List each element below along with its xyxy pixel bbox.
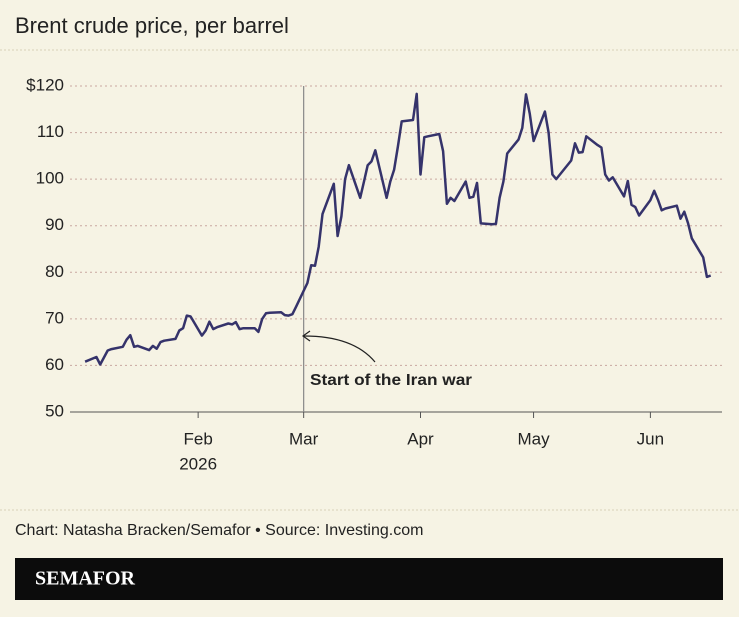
annotation: Start of the Iran war [310, 372, 472, 389]
brand: SEMAFOR [35, 568, 136, 590]
y-tick-label: 70 [45, 308, 64, 327]
brand-bar [15, 558, 723, 600]
y-tick-label: 60 [45, 355, 64, 374]
x-tick-label: Apr [407, 429, 434, 448]
y-tick-label: 90 [45, 215, 64, 234]
chart-title: Brent crude price, per barrel [15, 13, 289, 38]
x-tick-label: Feb [183, 429, 212, 448]
arrow-head [301, 330, 311, 342]
y-tick-label: 50 [45, 401, 64, 420]
y-tick-label: 80 [45, 262, 64, 281]
y-tick-label: 100 [36, 169, 64, 188]
annotation-arrow [303, 335, 376, 363]
x-tick-label: Jun [637, 429, 664, 448]
price-line [84, 92, 712, 366]
x-year-label: 2026 [179, 454, 217, 473]
x-tick-label: Mar [289, 429, 319, 448]
y-tick-label: $120 [26, 75, 64, 94]
source-note: Chart: Natasha Bracken/Semafor • Source:… [15, 522, 423, 539]
plot-area: 50 60 70 80 90 100 110 $120 Feb 2026 Mar Apr May Jun [26, 75, 722, 473]
y-tick-label: 110 [37, 122, 64, 141]
x-tick-label: May [517, 429, 550, 448]
